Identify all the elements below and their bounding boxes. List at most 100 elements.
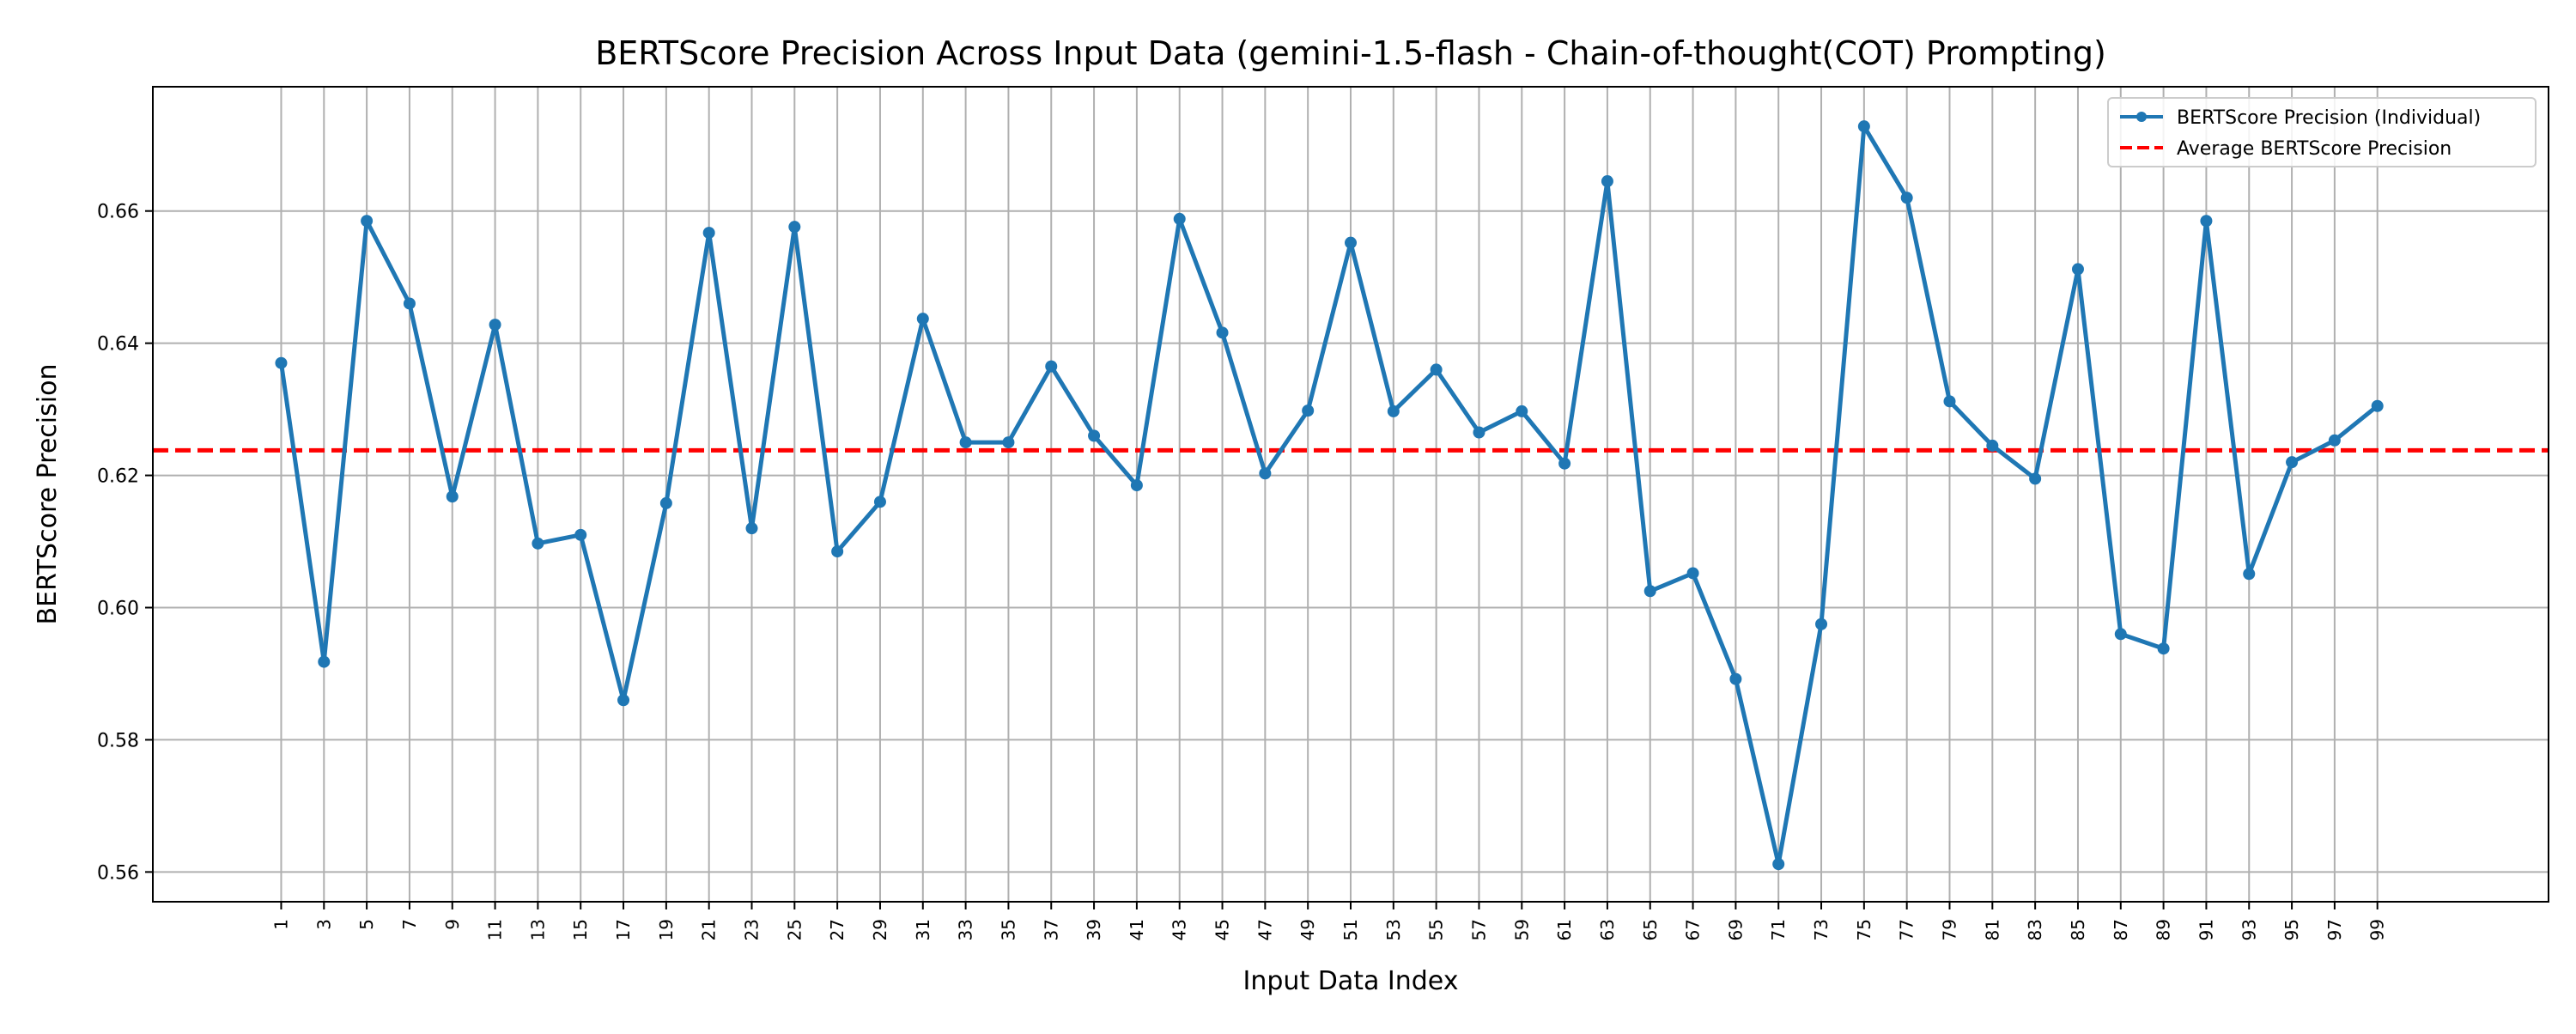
data-point: [1729, 672, 1742, 685]
series-layer: [279, 124, 2379, 867]
x-axis-label: Input Data Index: [1243, 966, 1459, 996]
x-tick-label: 9: [442, 919, 463, 930]
x-tick-label: 67: [1683, 919, 1704, 940]
data-point: [1088, 429, 1101, 442]
chart-title: BERTScore Precision Across Input Data (g…: [595, 34, 2106, 72]
points-layer: [275, 120, 2384, 871]
data-point: [2328, 434, 2341, 447]
y-tick-label: 0.62: [97, 466, 139, 488]
y-tick-label: 0.66: [97, 202, 139, 223]
x-tick-label: 5: [356, 919, 377, 930]
x-tick-label: 57: [1468, 919, 1489, 940]
data-point: [2114, 628, 2127, 641]
data-point: [659, 496, 672, 509]
x-tick-label: 41: [1127, 919, 1147, 940]
y-tick-label: 0.60: [97, 598, 139, 619]
data-point: [1430, 363, 1443, 376]
x-tick-label: 45: [1212, 919, 1233, 940]
x-tick-label: 65: [1640, 919, 1661, 940]
x-tick-label: 29: [870, 919, 890, 940]
data-point: [1516, 404, 1528, 417]
x-tick-label: 79: [1940, 919, 1960, 940]
data-point: [1216, 326, 1229, 339]
data-point: [1772, 858, 1785, 871]
data-point: [2071, 263, 2084, 276]
x-tick-label: 63: [1597, 919, 1618, 940]
x-tick-label: 59: [1511, 919, 1532, 940]
x-tick-label: 31: [913, 919, 933, 940]
data-point: [1686, 567, 1699, 580]
data-point: [916, 313, 929, 325]
x-tick-label: 43: [1170, 919, 1190, 940]
x-tick-label: 89: [2154, 919, 2174, 940]
grid: [153, 87, 2549, 902]
data-point: [702, 227, 715, 240]
x-tick-label: 95: [2281, 919, 2302, 940]
x-tick-label: 17: [613, 919, 634, 940]
data-point: [1002, 436, 1015, 449]
y-tick-label: 0.64: [97, 334, 139, 356]
x-tick-label: 27: [827, 919, 848, 940]
y-tick-label: 0.58: [97, 730, 139, 751]
series-line-individual: [279, 124, 2379, 867]
x-tick-label: 77: [1897, 919, 1917, 940]
data-point: [959, 436, 972, 449]
x-tick-label: 1: [270, 919, 291, 930]
data-point: [1558, 457, 1571, 470]
x-tick-label: 51: [1340, 919, 1361, 940]
data-point: [873, 496, 886, 508]
x-tick-label: 13: [527, 919, 548, 940]
x-tick-label: 35: [998, 919, 1018, 940]
data-point: [446, 490, 459, 503]
x-tick-label: 15: [570, 919, 591, 940]
data-point: [489, 319, 501, 331]
data-point: [2371, 399, 2384, 412]
y-axis-ticks: 0.56 0.58 0.60 0.62 0.64 0.66: [97, 202, 153, 884]
data-point: [2200, 215, 2213, 228]
legend-label-individual: BERTScore Precision (Individual): [2177, 107, 2481, 129]
data-point: [1345, 236, 1357, 249]
x-tick-label: 85: [2068, 919, 2088, 940]
data-point: [1643, 585, 1656, 598]
x-tick-label: 61: [1554, 919, 1575, 940]
x-tick-label: 73: [1811, 919, 1832, 940]
data-point: [617, 694, 630, 707]
data-point: [1857, 120, 1870, 133]
data-point: [1473, 426, 1485, 439]
x-tick-label: 39: [1084, 919, 1104, 940]
data-point: [2029, 472, 2042, 485]
x-tick-label: 53: [1383, 919, 1404, 940]
data-point: [1986, 439, 1999, 452]
x-tick-label: 23: [742, 919, 762, 940]
data-point: [788, 221, 801, 234]
data-point: [1943, 395, 1956, 408]
x-tick-label: 75: [1854, 919, 1874, 940]
data-point: [1387, 404, 1400, 417]
x-tick-label: 81: [1982, 919, 2002, 940]
data-point: [2157, 642, 2170, 655]
data-point: [532, 537, 544, 550]
data-point: [1815, 617, 1828, 630]
data-point: [361, 215, 374, 228]
data-point: [275, 356, 288, 369]
x-tick-label: 25: [784, 919, 805, 940]
data-point: [403, 297, 416, 310]
data-point: [2286, 456, 2299, 469]
x-tick-label: 69: [1725, 919, 1746, 940]
x-tick-label: 49: [1297, 919, 1318, 940]
legend-box: [2107, 97, 2537, 167]
x-tick-label: 71: [1768, 919, 1789, 940]
x-tick-label: 55: [1426, 919, 1447, 940]
x-tick-label: 33: [956, 919, 976, 940]
x-tick-label: 19: [656, 919, 677, 940]
data-point: [574, 528, 587, 541]
data-point: [1601, 175, 1613, 188]
x-tick-label: 21: [699, 919, 720, 940]
x-tick-label: 37: [1041, 919, 1061, 940]
data-point: [831, 545, 844, 558]
x-tick-label: 93: [2239, 919, 2259, 940]
legend: BERTScore Precision (Individual) Average…: [2107, 97, 2537, 167]
x-tick-label: 87: [2111, 919, 2131, 940]
